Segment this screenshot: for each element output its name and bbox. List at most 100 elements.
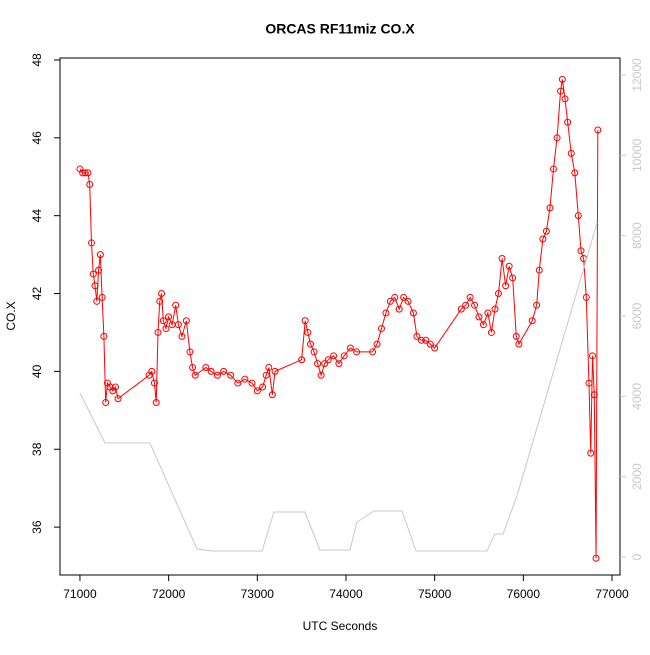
x-axis-label: UTC Seconds bbox=[303, 619, 378, 633]
data-point bbox=[587, 449, 595, 457]
x-tick-label: 75000 bbox=[418, 587, 452, 601]
data-point bbox=[353, 348, 361, 356]
x-tick-label: 74000 bbox=[329, 587, 363, 601]
data-point bbox=[535, 266, 543, 274]
data-point bbox=[409, 309, 417, 317]
data-point bbox=[382, 309, 390, 317]
data-point bbox=[582, 293, 590, 301]
y-tick-label: 42 bbox=[30, 287, 44, 301]
chart-title: ORCAS RF11miz CO.X bbox=[265, 21, 415, 37]
y-tick-label: 38 bbox=[30, 442, 44, 456]
data-point bbox=[152, 399, 160, 407]
data-point bbox=[241, 375, 249, 383]
data-point bbox=[150, 379, 158, 387]
data-point bbox=[505, 262, 513, 270]
data-point bbox=[369, 348, 377, 356]
data-point bbox=[95, 266, 103, 274]
data-point bbox=[592, 554, 600, 562]
data-point bbox=[148, 367, 156, 375]
data-point bbox=[475, 313, 483, 321]
data-point bbox=[91, 282, 99, 290]
data-point bbox=[86, 181, 94, 189]
y-tick-label: 46 bbox=[30, 131, 44, 145]
data-point bbox=[373, 340, 381, 348]
data-point bbox=[589, 352, 597, 360]
data-point bbox=[268, 391, 276, 399]
data-point bbox=[558, 75, 566, 83]
x-tick-label: 72000 bbox=[152, 587, 186, 601]
data-point bbox=[502, 282, 510, 290]
y2-tick-label: 6000 bbox=[630, 302, 644, 329]
data-point bbox=[577, 247, 585, 255]
data-point bbox=[509, 274, 517, 282]
y-tick-label: 48 bbox=[30, 53, 44, 67]
data-point bbox=[165, 313, 173, 321]
data-point bbox=[324, 356, 332, 364]
data-point bbox=[571, 169, 579, 177]
data-point bbox=[154, 328, 162, 336]
data-point bbox=[81, 169, 89, 177]
data-point bbox=[377, 325, 385, 333]
x-tick-label: 73000 bbox=[241, 587, 275, 601]
data-point bbox=[335, 360, 343, 368]
data-point bbox=[253, 387, 261, 395]
data-point bbox=[594, 126, 602, 134]
data-point bbox=[186, 348, 194, 356]
data-point bbox=[431, 344, 439, 352]
data-point bbox=[400, 293, 408, 301]
data-point bbox=[158, 290, 166, 298]
data-point bbox=[172, 301, 180, 309]
data-point bbox=[557, 87, 565, 95]
data-point bbox=[79, 169, 87, 177]
data-point bbox=[307, 340, 315, 348]
data-point bbox=[93, 297, 101, 305]
data-point bbox=[84, 169, 92, 177]
data-point bbox=[495, 290, 503, 298]
y2-tick-label: 4000 bbox=[630, 383, 644, 410]
data-point bbox=[304, 328, 312, 336]
data-point bbox=[346, 344, 354, 352]
data-point bbox=[207, 367, 215, 375]
data-point bbox=[98, 293, 106, 301]
y2-tick-label: 2000 bbox=[630, 463, 644, 490]
data-point bbox=[491, 305, 499, 313]
data-point bbox=[542, 227, 550, 235]
data-point bbox=[96, 251, 104, 259]
x-tick-label: 76000 bbox=[507, 587, 541, 601]
plot-frame bbox=[59, 57, 621, 576]
data-point bbox=[386, 297, 394, 305]
y2-tick-label: 10000 bbox=[630, 138, 644, 172]
data-point bbox=[162, 325, 170, 333]
data-point bbox=[213, 371, 221, 379]
data-point bbox=[248, 379, 256, 387]
data-point bbox=[546, 204, 554, 212]
series-line bbox=[79, 222, 598, 552]
data-point bbox=[391, 293, 399, 301]
data-point bbox=[528, 317, 536, 325]
data-point bbox=[395, 305, 403, 313]
data-point bbox=[330, 352, 338, 360]
data-point bbox=[533, 301, 541, 309]
data-point bbox=[100, 332, 108, 340]
data-point bbox=[413, 332, 421, 340]
y-tick-label: 36 bbox=[30, 520, 44, 534]
data-point bbox=[114, 395, 122, 403]
data-point bbox=[462, 301, 470, 309]
data-point bbox=[156, 297, 164, 305]
data-point bbox=[549, 165, 557, 173]
data-point bbox=[202, 363, 210, 371]
data-point bbox=[498, 254, 506, 262]
x-tick-label: 71000 bbox=[63, 587, 97, 601]
data-point bbox=[111, 383, 119, 391]
data-point bbox=[457, 305, 465, 313]
data-point bbox=[102, 399, 110, 407]
data-point bbox=[178, 332, 186, 340]
data-point bbox=[515, 340, 523, 348]
data-point bbox=[259, 383, 267, 391]
data-point bbox=[227, 371, 235, 379]
data-point bbox=[479, 321, 487, 329]
data-point bbox=[89, 270, 97, 278]
data-point bbox=[422, 336, 430, 344]
data-point bbox=[585, 379, 593, 387]
